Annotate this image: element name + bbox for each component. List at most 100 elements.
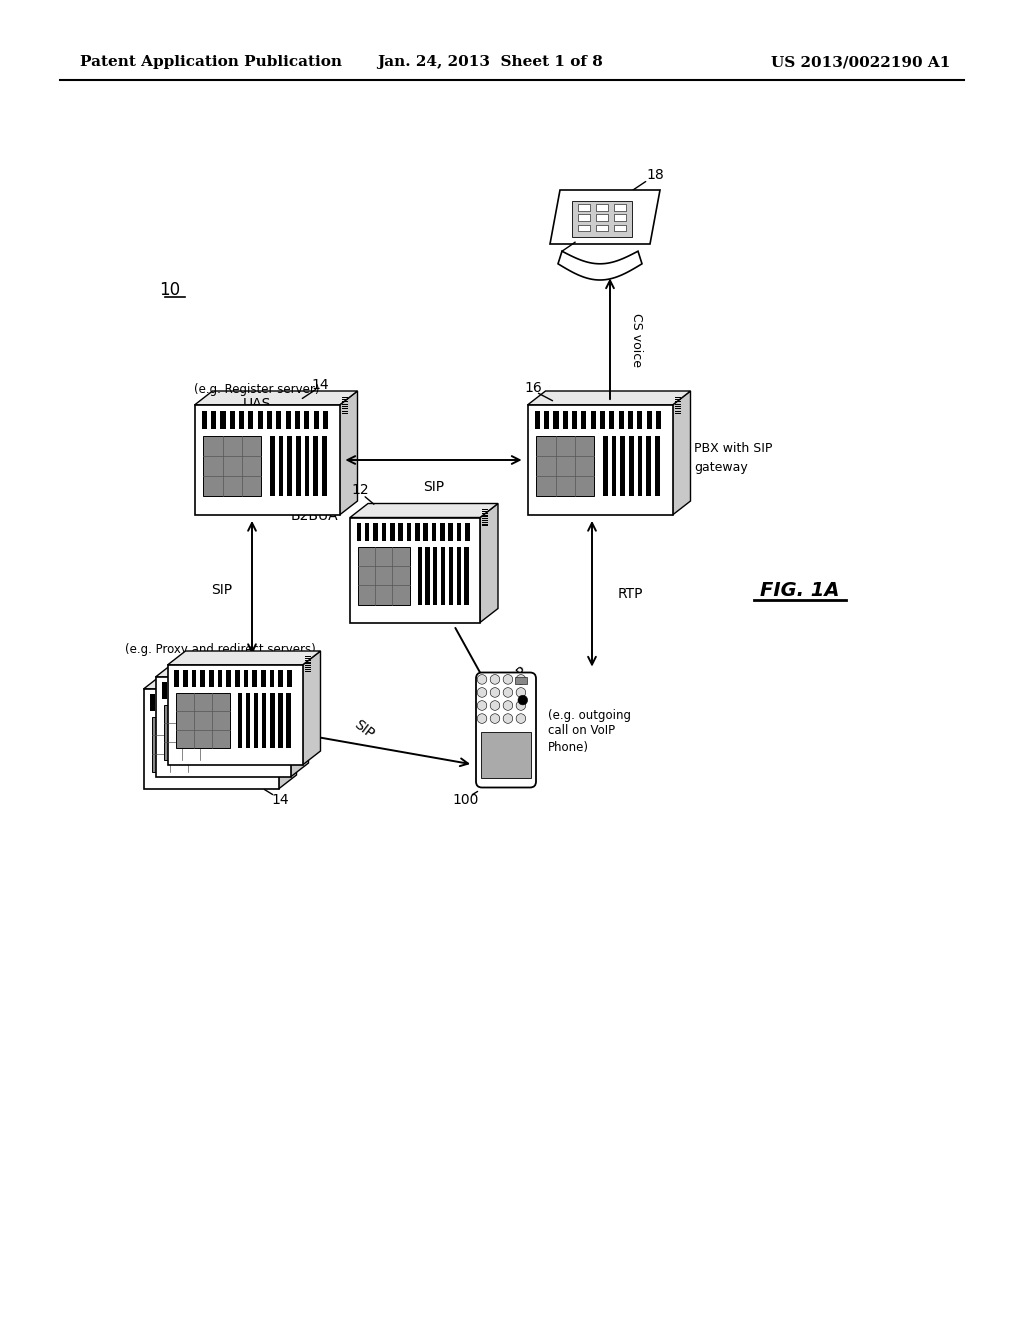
Bar — [286, 411, 291, 429]
Bar — [279, 693, 283, 748]
Bar — [628, 411, 633, 429]
Bar — [440, 523, 444, 541]
Bar — [244, 671, 249, 686]
Bar — [646, 411, 651, 429]
Circle shape — [490, 675, 500, 684]
Bar — [618, 411, 624, 429]
FancyBboxPatch shape — [168, 665, 302, 766]
Polygon shape — [480, 503, 498, 623]
Bar — [175, 693, 229, 748]
Text: Jan. 24, 2013  Sheet 1 of 8: Jan. 24, 2013 Sheet 1 of 8 — [377, 55, 603, 69]
Bar — [230, 717, 234, 772]
Polygon shape — [350, 503, 498, 517]
Bar — [246, 717, 251, 772]
Polygon shape — [527, 391, 690, 405]
Bar — [646, 436, 651, 496]
Text: 100: 100 — [453, 793, 479, 807]
Bar — [233, 705, 239, 760]
Bar — [356, 523, 361, 541]
Bar — [249, 411, 254, 429]
Bar — [578, 224, 590, 231]
Bar — [591, 411, 596, 429]
Bar — [269, 671, 274, 686]
Text: SIP: SIP — [211, 583, 232, 597]
Bar — [432, 523, 436, 541]
Bar — [239, 411, 244, 429]
Circle shape — [490, 688, 500, 697]
Bar — [191, 671, 197, 686]
Bar — [287, 671, 292, 686]
Circle shape — [516, 714, 525, 723]
Bar — [258, 682, 262, 700]
Polygon shape — [156, 663, 308, 677]
Bar — [600, 411, 605, 429]
Text: (e.g. outgoing: (e.g. outgoing — [548, 709, 631, 722]
Text: UAS: UAS — [206, 657, 234, 671]
Bar — [168, 694, 172, 711]
Bar — [254, 717, 259, 772]
Bar — [214, 717, 218, 772]
Bar — [211, 694, 216, 711]
Bar — [258, 411, 263, 429]
Polygon shape — [302, 651, 321, 766]
Bar — [304, 411, 309, 429]
Bar — [201, 671, 205, 686]
Bar — [582, 411, 587, 429]
Bar — [287, 693, 291, 748]
Bar — [249, 682, 254, 700]
Bar — [279, 436, 284, 496]
Polygon shape — [279, 675, 297, 789]
Bar — [229, 411, 234, 429]
Bar — [578, 205, 590, 211]
Bar — [270, 436, 274, 496]
Bar — [465, 546, 469, 605]
Circle shape — [503, 688, 513, 697]
Text: UAS: UAS — [243, 397, 271, 411]
Text: call on VoIP: call on VoIP — [548, 725, 615, 738]
Text: Phone): Phone) — [548, 741, 589, 754]
Bar — [202, 411, 207, 429]
Bar — [614, 214, 626, 220]
Bar — [425, 546, 430, 605]
Bar — [637, 411, 642, 429]
Bar — [305, 436, 309, 496]
FancyBboxPatch shape — [156, 677, 291, 777]
Bar — [262, 693, 266, 748]
Bar — [515, 677, 527, 684]
Bar — [323, 436, 327, 496]
Bar — [246, 693, 250, 748]
Bar — [162, 682, 167, 700]
Circle shape — [477, 701, 486, 710]
Circle shape — [503, 714, 513, 723]
Bar — [171, 682, 176, 700]
Bar — [222, 717, 226, 772]
Polygon shape — [195, 391, 357, 405]
Bar — [241, 682, 245, 700]
Bar — [465, 523, 470, 541]
Bar — [238, 717, 243, 772]
Bar — [313, 411, 318, 429]
Bar — [242, 705, 247, 760]
Bar — [357, 546, 410, 605]
Bar — [258, 705, 262, 760]
Text: SIP: SIP — [351, 718, 377, 742]
Bar — [296, 436, 301, 496]
Bar — [611, 436, 616, 496]
FancyBboxPatch shape — [527, 405, 673, 515]
Bar — [220, 694, 224, 711]
Circle shape — [490, 714, 500, 723]
Text: FIG. 1A: FIG. 1A — [760, 581, 840, 599]
Bar — [275, 682, 280, 700]
Bar — [288, 436, 292, 496]
Bar — [231, 682, 237, 700]
Bar — [266, 705, 270, 760]
Text: PBX with SIP: PBX with SIP — [694, 441, 773, 454]
Polygon shape — [168, 651, 321, 665]
Bar — [313, 436, 318, 496]
Bar — [614, 224, 626, 231]
Text: gateway: gateway — [694, 462, 749, 474]
Bar — [441, 546, 445, 605]
Bar — [390, 523, 394, 541]
Bar — [407, 523, 412, 541]
Bar — [655, 436, 659, 496]
